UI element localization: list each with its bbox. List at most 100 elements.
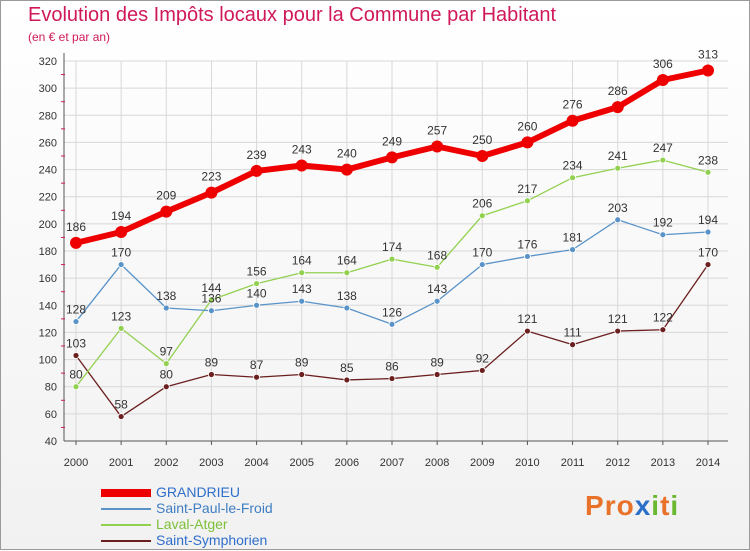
data-label-grandrieu: 249 (382, 134, 402, 148)
data-point-saint-paul-le-froid (659, 231, 667, 239)
data-label-grandrieu: 250 (472, 133, 492, 147)
data-label-laval-atger: 247 (653, 141, 673, 155)
x-tick-label: 2005 (289, 457, 313, 469)
data-label-saint-paul-le-froid: 143 (292, 282, 312, 296)
data-point-grandrieu (656, 74, 669, 86)
data-label-laval-atger: 168 (427, 248, 447, 262)
data-label-grandrieu: 186 (66, 220, 86, 234)
data-point-grandrieu (476, 150, 489, 162)
series-lines (70, 64, 714, 420)
data-point-laval-atger (253, 280, 260, 287)
y-tick-labels: 40 60 80 100 120 140 160 180 200 220 240 260 280 300 3… (39, 56, 57, 448)
data-label-grandrieu: 194 (111, 209, 131, 223)
data-point-saint-paul-le-froid (569, 246, 576, 254)
y-tick-label: 140 (39, 300, 57, 312)
data-label-saint-paul-le-froid: 170 (111, 246, 131, 260)
data-point-saint-symphorien (208, 371, 215, 378)
data-label-laval-atger: 206 (472, 197, 492, 211)
data-label-saint-paul-le-froid: 138 (156, 289, 176, 303)
data-point-laval-atger (569, 174, 576, 182)
data-point-saint-paul-le-froid (162, 304, 170, 312)
data-point-saint-paul-le-froid (433, 297, 441, 305)
x-tick-label: 2003 (199, 457, 223, 469)
data-label-saint-symphorien: 58 (114, 398, 128, 412)
data-point-laval-atger (117, 324, 125, 332)
data-point-laval-atger (388, 255, 396, 263)
data-label-saint-symphorien: 87 (250, 358, 264, 372)
data-point-grandrieu (386, 151, 398, 164)
data-label-saint-symphorien: 89 (205, 356, 219, 370)
data-label-saint-symphorien: 111 (563, 326, 582, 340)
data-point-saint-paul-le-froid (117, 261, 125, 268)
data-label-saint-symphorien: 80 (160, 368, 174, 382)
data-label-laval-atger: 234 (563, 159, 583, 173)
data-label-laval-atger: 174 (382, 240, 402, 254)
x-tick-label: 2007 (380, 457, 404, 469)
logo-letter: r (604, 490, 617, 521)
y-tick-label: 220 (39, 192, 57, 204)
data-point-grandrieu (340, 163, 353, 176)
data-point-saint-paul-le-froid (388, 320, 396, 328)
x-tick-label: 2004 (244, 457, 268, 469)
data-point-laval-atger (162, 360, 170, 368)
data-point-saint-paul-le-froid (524, 253, 531, 260)
data-point-laval-atger (659, 156, 667, 164)
logo-letter: x (634, 490, 652, 521)
data-label-grandrieu: 276 (563, 98, 583, 112)
data-point-laval-atger (704, 168, 712, 176)
data-point-grandrieu (160, 205, 173, 218)
data-point-saint-paul-le-froid (72, 318, 80, 325)
data-point-laval-atger (343, 269, 351, 277)
data-labels: 103 58 80 89 87 89 85 86 89 92 121 111 121 122 170 80 12… (66, 48, 718, 412)
data-label-saint-paul-le-froid: 138 (337, 289, 357, 303)
y-tick-label: 40 (45, 436, 57, 448)
data-label-laval-atger: 80 (69, 368, 83, 382)
data-point-laval-atger (298, 269, 306, 277)
x-tick-labels: 2000 2001 2002 2003 2004 2005 2006 2007 2008 2009… (64, 457, 720, 469)
data-label-saint-paul-le-froid: 203 (608, 201, 628, 215)
x-tick-label: 2009 (470, 457, 494, 469)
data-point-saint-paul-le-froid (298, 297, 306, 305)
data-point-grandrieu (431, 140, 444, 153)
data-point-saint-paul-le-froid (208, 307, 215, 315)
data-point-grandrieu (566, 114, 579, 127)
data-point-grandrieu (250, 164, 263, 177)
logo-letter: i (651, 490, 661, 521)
data-point-saint-symphorien (704, 261, 712, 268)
data-point-saint-symphorien (569, 341, 576, 349)
data-point-saint-symphorien (388, 375, 396, 382)
data-point-grandrieu (295, 159, 308, 172)
data-point-saint-symphorien (72, 352, 80, 359)
data-label-laval-atger: 238 (698, 153, 718, 167)
data-point-saint-symphorien (162, 383, 170, 391)
proxiti-logo: Proxiti (585, 490, 679, 522)
data-point-saint-symphorien (524, 327, 531, 335)
data-point-grandrieu (115, 226, 128, 238)
y-tick-label: 240 (39, 165, 57, 177)
x-tick-label: 2002 (154, 457, 178, 469)
data-point-saint-paul-le-froid (614, 216, 622, 224)
data-point-saint-paul-le-froid (343, 304, 351, 312)
legend-swatch (101, 508, 151, 510)
x-tick-label: 2001 (109, 457, 133, 469)
data-label-saint-paul-le-froid: 128 (66, 303, 86, 317)
data-label-laval-atger: 164 (292, 254, 312, 268)
data-label-saint-symphorien: 170 (698, 246, 718, 260)
data-label-saint-paul-le-froid: 126 (382, 305, 402, 319)
legend-label: GRANDRIEU (156, 484, 241, 500)
data-label-grandrieu: 243 (292, 143, 312, 157)
data-label-saint-paul-le-froid: 143 (427, 282, 447, 296)
legend-label: Laval-Atger (156, 516, 228, 532)
y-tick-label: 320 (39, 56, 57, 68)
x-tick-label: 2013 (651, 457, 675, 469)
x-tick-label: 2000 (64, 457, 88, 469)
data-label-saint-symphorien: 89 (430, 356, 444, 370)
data-label-saint-paul-le-froid: 136 (201, 292, 221, 306)
data-point-laval-atger (208, 296, 215, 304)
data-label-grandrieu: 239 (247, 148, 267, 162)
data-label-grandrieu: 306 (653, 57, 673, 71)
data-label-saint-paul-le-froid: 192 (653, 216, 673, 230)
legend-swatch (101, 489, 151, 497)
data-label-saint-symphorien: 121 (608, 312, 628, 326)
